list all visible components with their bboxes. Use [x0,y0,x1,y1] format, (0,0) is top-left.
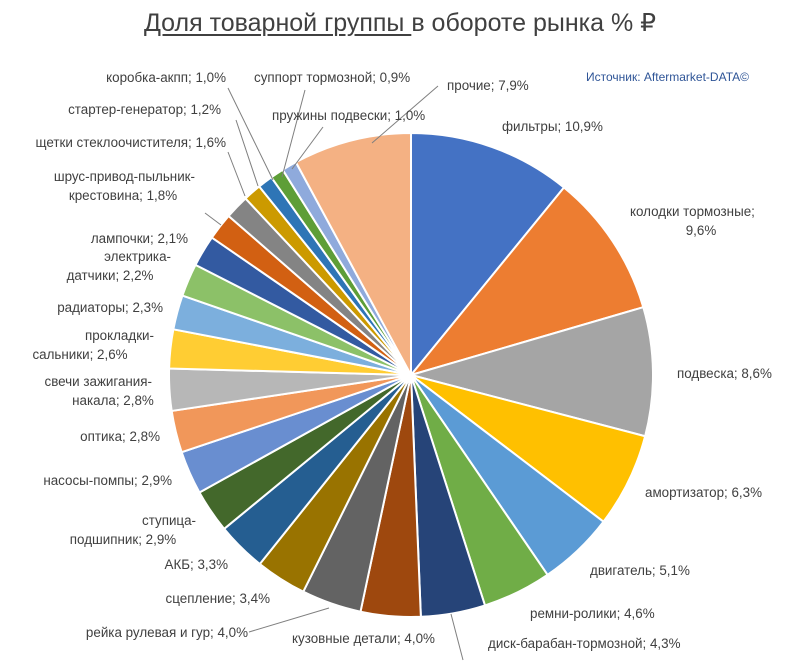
slice-label: лампочки; 2,1% [91,231,188,246]
pie-slice [410,186,645,376]
slice-label: амортизатор; 6,3% [645,485,762,500]
slice-label: пружины подвески; 1,0% [272,108,425,123]
slice-label: ремни-ролики; 4,6% [530,606,655,621]
slice-label: стартер-генератор; 1,2% [68,102,221,117]
leader-line [204,212,222,226]
slice-label: суппорт тормозной; 0,9% [254,70,410,85]
slice-label: двигатель; 5,1% [590,563,690,578]
leader-lines [204,85,464,661]
slice-label: радиаторы; 2,3% [57,300,163,315]
pie-slices [168,132,654,618]
leader-line [248,607,330,633]
leader-line [291,126,324,170]
chart-title: Доля товарной группы в обороте рынка % ₽ [0,8,800,38]
slice-label: подвеска; 8,6% [677,366,772,381]
pie-slice [410,306,654,438]
slice-label: колодки тормозные; 9,6% [630,204,755,238]
slice-label: прочие; 7,9% [447,78,529,93]
leader-line [450,613,464,661]
slice-label: коробка-акпп; 1,0% [106,70,226,85]
chart-title-rest: в обороте рынка % ₽ [411,9,657,37]
slice-label: диск-барабан-тормозной; 4,3% [488,636,681,651]
slice-label: кузовные детали; 4,0% [292,631,435,646]
source-note: Источник: Aftermarket-DATA© [586,70,749,84]
slice-label: сцепление; 3,4% [166,591,271,606]
leader-line [235,119,259,187]
slice-label: оптика; 2,8% [80,429,160,444]
slice-label: рейка рулевая и гур; 4,0% [86,625,248,640]
slice-label: электрика-датчики; 2,2% [67,249,171,283]
chart-title-underlined: Доля товарной группы [143,9,412,37]
slice-label: насосы-помпы; 2,9% [43,473,172,488]
leader-line [227,151,246,197]
pie-slice [410,132,565,376]
slice-labels: фильтры; 10,9% колодки тормозные; 9,6% подв… [32,70,772,651]
slice-label: фильтры; 10,9% [502,119,603,134]
slice-label: щетки стеклоочистителя; 1,6% [35,135,226,150]
slice-label: прокладки-сальники; 2,6% [32,328,154,362]
slice-label: АКБ; 3,3% [165,557,229,572]
leader-line [281,89,306,178]
slice-label: ступица-подшипник; 2,9% [70,513,196,547]
leader-line [227,87,274,181]
slice-label: шрус-привод-пыльник-крестовина; 1,8% [54,169,195,203]
leader-line [371,85,439,144]
pie-slice [294,132,412,376]
slice-label: свечи зажигания-накала; 2,8% [45,374,154,408]
